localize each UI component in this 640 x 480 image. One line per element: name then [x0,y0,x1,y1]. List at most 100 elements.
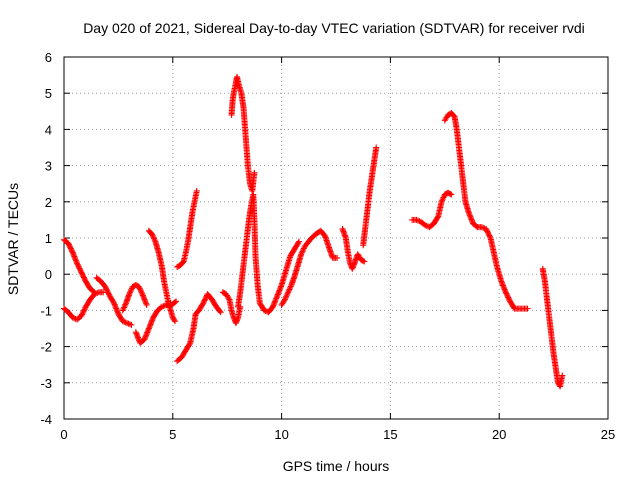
data-point [81,306,88,313]
series-arc-03 [93,274,135,328]
data-point [127,288,134,295]
data-point [126,289,133,296]
data-point [299,248,306,255]
data-point [149,231,156,238]
data-point [217,309,224,316]
data-point [285,287,292,294]
series-arc-06 [145,227,178,325]
y-tick-label: 0 [45,267,52,282]
data-point [126,291,133,298]
data-point [121,303,128,310]
data-point [138,288,145,295]
data-point [505,295,512,302]
x-tick-label: 5 [169,427,176,442]
data-point [80,308,87,315]
data-point [284,290,291,297]
data-point [77,266,84,273]
data-point [448,191,455,198]
data-point [79,270,86,277]
data-point [281,296,288,303]
data-point [66,243,73,250]
data-point [296,238,303,245]
data-point [80,307,87,314]
data-point [251,169,258,176]
data-point [74,261,81,268]
data-point [150,234,157,241]
data-point [76,265,83,272]
data-point [103,286,110,293]
data-point [151,235,158,242]
data-point [503,290,510,297]
data-point [505,294,512,301]
data-point [484,228,491,235]
x-axis-label: GPS time / hours [283,458,390,474]
series-arc-16 [409,189,455,231]
series-arc-17 [441,110,531,312]
data-point [483,225,490,232]
data-point [202,296,209,303]
data-point [439,197,446,204]
data-point [143,301,150,308]
series-arc-09 [174,291,224,365]
data-point [200,298,207,305]
series-arc-15 [360,144,380,249]
y-tick-label: 6 [45,50,52,65]
data-point [137,286,144,293]
series-arc-04 [119,282,150,314]
data-point [69,248,76,255]
y-tick-label: -3 [40,376,52,391]
data-point [298,249,305,256]
data-point [334,254,341,261]
data-point [78,269,85,276]
x-tick-label: 0 [60,427,67,442]
data-point [68,246,75,253]
data-point [77,268,84,275]
data-point [119,307,126,314]
y-tick-label: -4 [40,412,52,427]
data-point [559,372,566,379]
chart-title: Day 020 of 2021, Sidereal Day-to-day VTE… [83,20,585,36]
data-point [102,283,109,290]
y-axis-label: SDTVAR / TECUs [5,183,21,295]
data-point [285,289,292,296]
data-point [200,300,207,307]
data-point [287,284,294,291]
data-point [151,237,158,244]
series-arc-02 [61,289,107,323]
data-point [74,260,81,267]
data-point [447,190,454,197]
data-point [79,271,86,278]
x-tick-label: 10 [274,427,288,442]
data-points [61,73,566,390]
data-point [282,295,289,302]
data-point [485,231,492,238]
data-point [138,289,145,296]
data-point [67,244,74,251]
data-point [193,187,200,194]
data-point [79,311,86,318]
series-arc-12 [235,191,303,316]
data-point [104,289,111,296]
data-point [78,312,85,319]
data-point [225,295,232,302]
data-point [136,283,143,290]
data-point [438,198,445,205]
data-point [65,241,72,248]
data-point [67,245,74,252]
data-point [65,240,72,247]
y-tick-label: 1 [45,231,52,246]
data-point [201,297,208,304]
data-point [80,273,87,280]
data-point [105,290,112,297]
data-point [149,232,156,239]
series-arc-14 [339,225,368,272]
data-point [75,264,82,271]
data-point [110,298,117,305]
x-tick-label: 20 [492,427,506,442]
data-point [434,214,441,221]
series-arc-08 [174,187,200,270]
data-point [485,229,492,236]
data-point [298,251,305,258]
data-point [171,299,178,306]
series-arc-10 [219,289,244,327]
